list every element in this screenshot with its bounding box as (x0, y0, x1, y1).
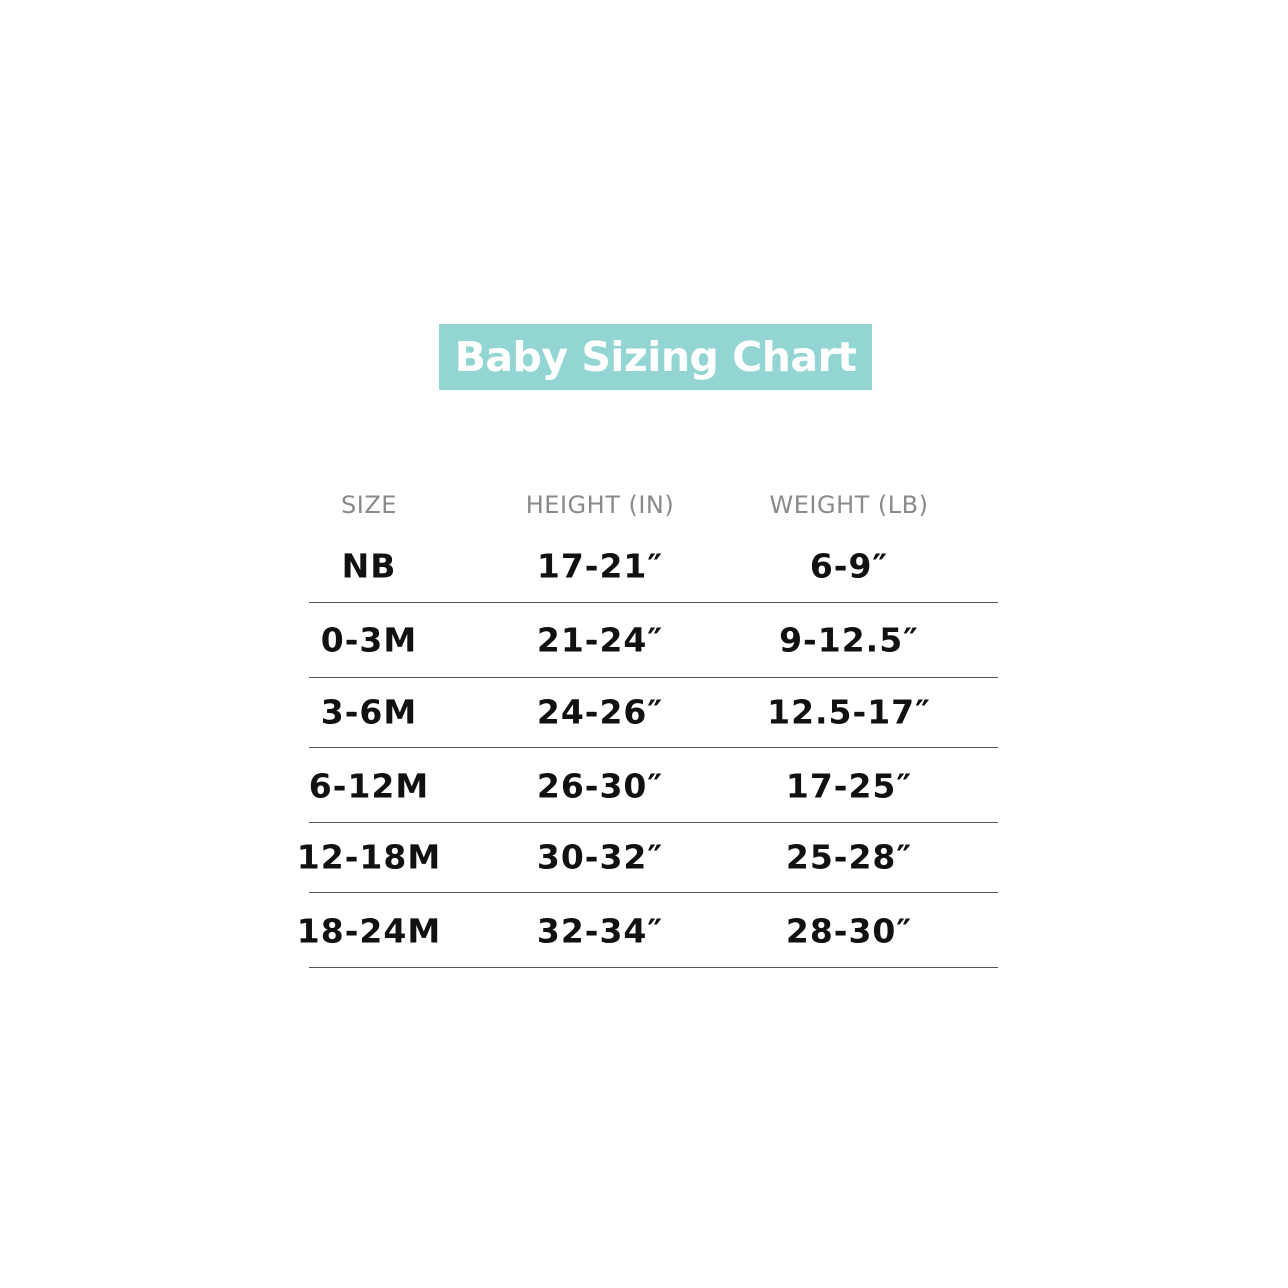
row-divider (309, 602, 998, 603)
table-cell-weight: 28-30″ (785, 911, 913, 951)
table-cell-weight: 6-9″ (809, 546, 889, 586)
table-cell-height: 17-21″ (536, 546, 664, 586)
table-cell-size: 12-18M (296, 837, 442, 877)
row-divider (309, 677, 998, 678)
table-cell-height: 32-34″ (536, 911, 664, 951)
table-cell-weight: 17-25″ (785, 766, 913, 806)
table-cell-size: NB (341, 546, 397, 586)
table-cell-height: 30-32″ (536, 837, 664, 877)
table-cell-size: 18-24M (296, 911, 442, 951)
table-cell-weight: 25-28″ (785, 837, 913, 877)
table-cell-size: 3-6M (320, 692, 418, 732)
column-header-weight: WEIGHT (LB) (769, 491, 929, 519)
table-cell-size: 0-3M (320, 620, 418, 660)
row-divider (309, 892, 998, 893)
table-cell-height: 21-24″ (536, 620, 664, 660)
table-cell-weight: 12.5-17″ (767, 692, 931, 732)
row-divider (309, 967, 998, 968)
page-title: Baby Sizing Chart (454, 333, 857, 381)
title-banner: Baby Sizing Chart (439, 324, 872, 390)
column-header-height: HEIGHT (IN) (525, 491, 675, 519)
table-cell-height: 26-30″ (536, 766, 664, 806)
table-cell-height: 24-26″ (536, 692, 664, 732)
column-header-size: SIZE (341, 491, 397, 519)
table-cell-weight: 9-12.5″ (779, 620, 919, 660)
row-divider (309, 747, 998, 748)
row-divider (309, 822, 998, 823)
table-cell-size: 6-12M (308, 766, 430, 806)
